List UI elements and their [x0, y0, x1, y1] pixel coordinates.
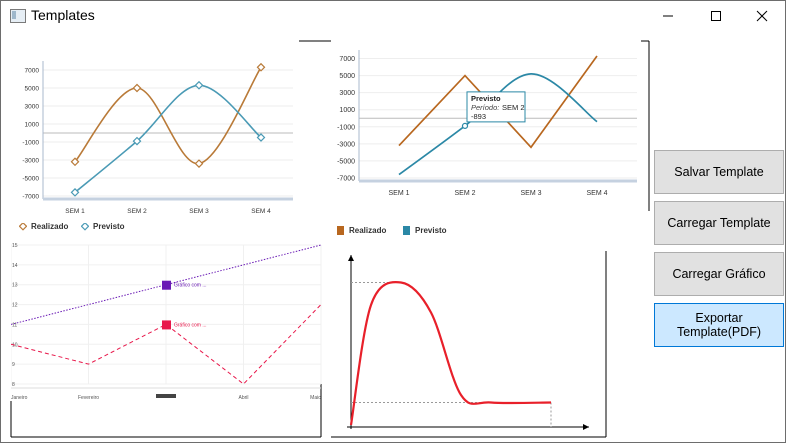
x-tick-label: SEM 1 [65, 208, 85, 215]
title-bar[interactable]: Templates [1, 1, 785, 31]
series-label-0: Gráfico com ... [174, 283, 207, 289]
tooltip-point [461, 122, 469, 129]
x-tick-label: SEM 4 [251, 208, 271, 215]
x-tick-label: SEM 2 [454, 190, 475, 197]
tooltip-category: SEM 2 [502, 103, 525, 112]
tooltip-label: Período: [471, 103, 499, 112]
legend-label-realizado: Realizado [31, 222, 69, 231]
series-line-realizado [74, 66, 262, 165]
y-tick-label: 12 [12, 303, 18, 309]
x-tick-label: SEM 3 [520, 190, 541, 197]
data-point-realizado [256, 62, 266, 72]
y-tick-label: 3000 [339, 90, 355, 97]
series-line-previsto [74, 84, 262, 194]
x-axis-arrow-icon [583, 424, 589, 430]
legend-marker-realizado-2 [337, 226, 344, 235]
y-tick-label: 7000 [25, 68, 40, 75]
x-tick-label: Janeiro [11, 395, 28, 401]
x-tick-label: SEM 1 [388, 190, 409, 197]
y-tick-label: 7000 [339, 56, 355, 63]
minimize-button[interactable] [645, 1, 691, 31]
legend-label-previsto: Previsto [93, 222, 125, 231]
close-icon [756, 10, 768, 22]
line-chart-realizado-previsto-2: 7000 5000 3000 1000 -1000 -3000 -5000 -7000 SEM … [337, 50, 637, 197]
close-button[interactable] [739, 1, 785, 31]
x-tick-label-highlight [156, 394, 176, 398]
curve-line [349, 281, 552, 426]
legend-item-realizado-2[interactable]: Realizado [337, 226, 386, 235]
x-tick-label: SEM 2 [127, 208, 147, 215]
y-tick-label: 14 [12, 263, 18, 269]
tooltip-value: -893 [471, 112, 486, 121]
tooltip-title: Previsto [471, 94, 501, 103]
legend-marker-realizado [19, 222, 27, 231]
data-point-realizado [132, 83, 142, 93]
area-curve-chart [347, 255, 589, 430]
save-template-button[interactable]: Salvar Template [654, 150, 784, 194]
x-tick-label: SEM 3 [189, 208, 209, 215]
y-tick-label: -3000 [22, 158, 39, 165]
data-point-previsto [132, 136, 142, 146]
series-line-previsto [398, 73, 598, 176]
data-point-previsto [70, 188, 80, 197]
x-tick-label: Abril [238, 395, 248, 401]
x-tick-label: SEM 4 [586, 190, 607, 197]
series-label-marker-0 [162, 280, 171, 290]
line-chart-monthly: 15 14 13 12 11 10 9 8 Janeiro Fevereiro Abril Maio G… [11, 243, 322, 401]
series-line-1 [11, 304, 322, 385]
y-tick-label: 11 [12, 322, 17, 328]
y-tick-label: 13 [12, 283, 18, 289]
y-tick-label: 8 [12, 382, 15, 388]
y-tick-label: -7000 [337, 176, 355, 183]
data-point-previsto [194, 80, 204, 90]
y-tick-label: -5000 [22, 176, 39, 183]
maximize-button[interactable] [693, 1, 739, 31]
y-tick-label: 9 [12, 362, 15, 368]
y-tick-label: 5000 [25, 86, 40, 93]
y-tick-label: 15 [12, 243, 18, 249]
y-tick-label: 1000 [339, 107, 355, 114]
line-chart-realizado-previsto-1: 7000 5000 3000 1000 -1000 -3000 -5000 -7000 SEM … [22, 61, 293, 215]
legend-item-realizado[interactable]: Realizado [19, 222, 68, 231]
legend-label-previsto-2: Previsto [415, 226, 447, 235]
load-chart-button[interactable]: Carregar Gráfico [654, 252, 784, 296]
maximize-icon [711, 11, 721, 22]
legend-label-realizado-2: Realizado [349, 226, 387, 235]
tooltip-box [466, 91, 526, 123]
y-tick-label: -5000 [337, 158, 355, 165]
y-tick-label: -3000 [337, 141, 355, 148]
window-title: Templates [31, 7, 95, 23]
y-tick-label: -1000 [337, 124, 355, 131]
y-tick-label: 10 [12, 342, 18, 348]
legend-item-previsto[interactable]: Previsto [81, 222, 125, 231]
y-tick-label: 1000 [25, 122, 40, 129]
legend-marker-previsto [81, 222, 89, 231]
app-window-icon [10, 9, 26, 23]
series-label-1: Gráfico com ... [174, 322, 207, 328]
legend-item-previsto-2[interactable]: Previsto [403, 226, 447, 235]
data-point-realizado [70, 157, 80, 167]
y-tick-label: -7000 [22, 194, 39, 201]
data-point-previsto [256, 133, 266, 142]
y-axis-arrow-icon [348, 255, 354, 261]
load-template-button[interactable]: Carregar Template [654, 201, 784, 245]
y-tick-label: 5000 [339, 73, 355, 80]
y-tick-label: -1000 [22, 140, 39, 147]
x-tick-label: Maio [310, 395, 321, 401]
series-label-marker-1 [162, 320, 171, 330]
minimize-icon [663, 15, 673, 17]
x-tick-label: Fevereiro [78, 395, 99, 401]
y-tick-label: 3000 [25, 104, 40, 111]
data-point-realizado [194, 159, 204, 168]
legend-marker-previsto-2 [403, 226, 410, 235]
export-template-pdf-button[interactable]: Exportar Template(PDF) [654, 303, 784, 347]
